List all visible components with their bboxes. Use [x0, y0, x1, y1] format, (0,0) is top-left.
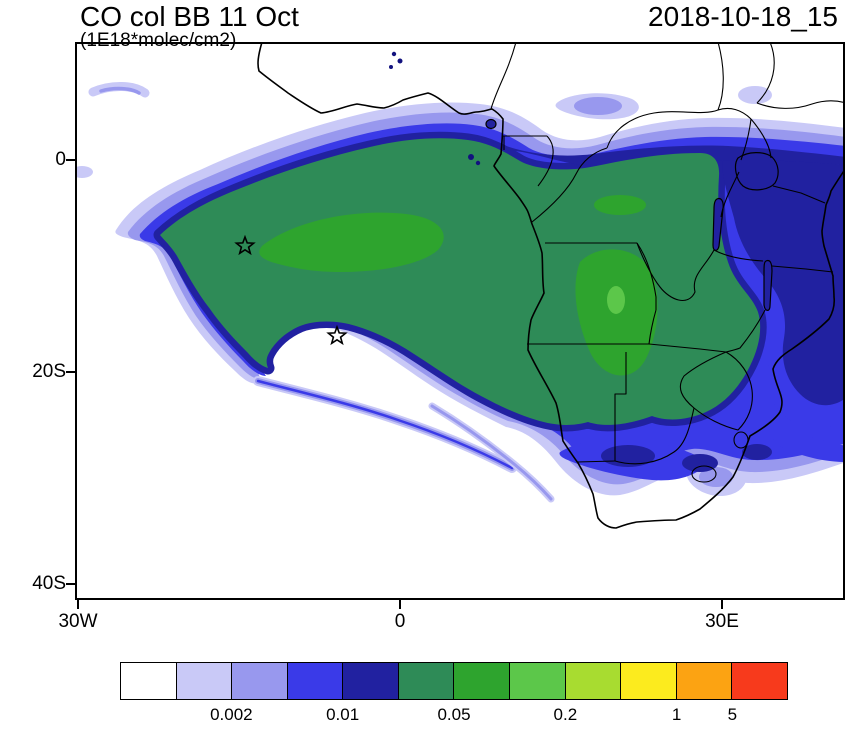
colorbar-tick-label: 0.2 [553, 705, 578, 724]
colorbar-cell [565, 663, 622, 699]
colorbar-cell [621, 663, 677, 699]
colorbar-cell [287, 663, 344, 699]
x-axis-label-30e: 30E [705, 611, 739, 632]
colorbar-cell [121, 663, 177, 699]
border-lesotho [691, 465, 717, 483]
colorbar-cell [732, 663, 787, 699]
y-axis-label-40s: 40S [32, 573, 66, 594]
colorbar-tick-label: 0.002 [210, 705, 253, 724]
coastlines-and-borders [257, 43, 844, 529]
colorbar-cell [398, 663, 455, 699]
colorbar-cell [232, 663, 288, 699]
colorbar-cells [120, 662, 788, 700]
colorbar-tick-label: 1 [671, 705, 682, 724]
colorbar-cell [510, 663, 566, 699]
co-plume-contours [76, 51, 844, 503]
island-bioko [485, 118, 497, 130]
colorbar-tick-label: 0.01 [326, 705, 360, 724]
lake-victoria [734, 152, 779, 191]
colorbar-cell [454, 663, 511, 699]
colorbar-cell [176, 663, 233, 699]
colorbar-tick-label: 5 [727, 705, 738, 724]
colorbar-cell [676, 663, 733, 699]
y-axis-label-0: 0 [55, 149, 66, 170]
border-eswatini [733, 431, 749, 449]
y-axis-label-20s: 20S [32, 361, 66, 382]
colorbar-ticks: 0.002 0.01 0.05 0.2 1 5 [120, 705, 788, 731]
plot-title: CO col BB 11 Oct [80, 1, 299, 32]
x-axis-label-30w: 30W [58, 611, 98, 632]
africa-coastline [257, 43, 844, 529]
axis-ticks [66, 159, 723, 609]
x-axis-label-0: 0 [394, 611, 406, 632]
colorbar-tick-label: 0.05 [437, 705, 471, 724]
colorbar-cell [343, 663, 399, 699]
map-frame [75, 42, 845, 600]
lake-malawi [763, 259, 773, 311]
plot-units: (1E18*molec/cm2) [80, 30, 237, 51]
plot-timestamp: 2018-10-18_15 [648, 1, 838, 32]
